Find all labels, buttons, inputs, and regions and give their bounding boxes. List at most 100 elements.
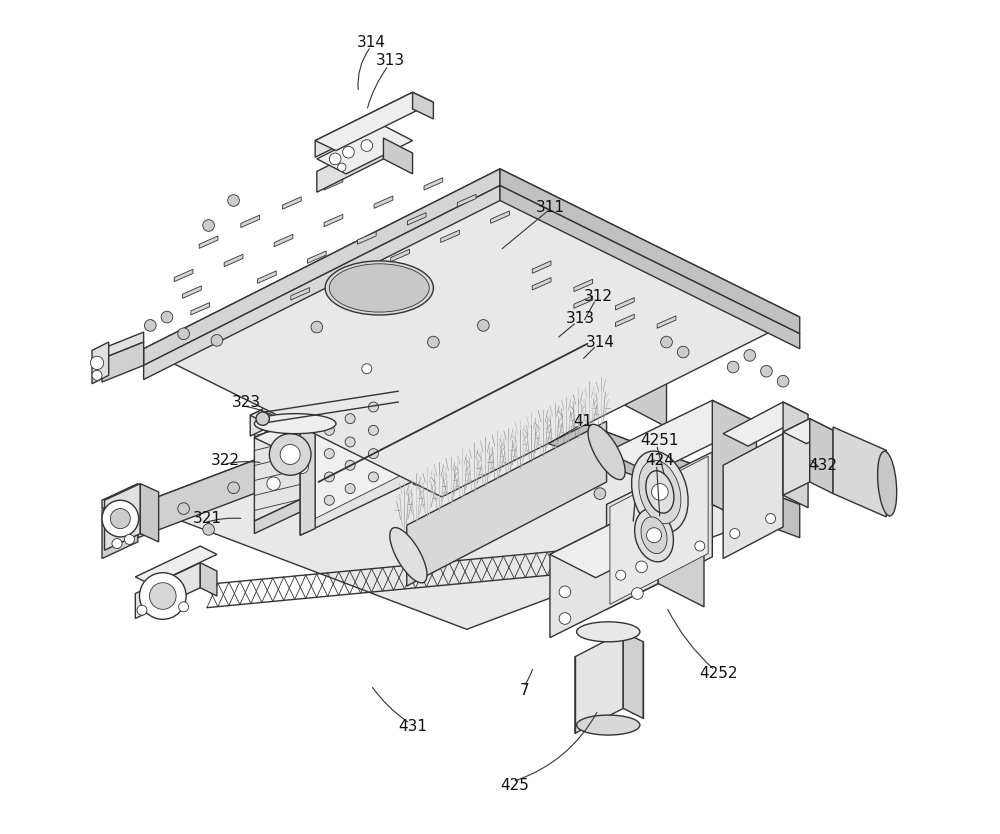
Polygon shape bbox=[723, 402, 808, 446]
Polygon shape bbox=[391, 249, 409, 262]
Circle shape bbox=[345, 484, 355, 494]
Polygon shape bbox=[92, 342, 109, 384]
Polygon shape bbox=[574, 296, 593, 309]
Circle shape bbox=[761, 365, 772, 377]
Polygon shape bbox=[291, 288, 310, 300]
Polygon shape bbox=[723, 434, 783, 559]
Circle shape bbox=[368, 402, 378, 412]
Polygon shape bbox=[500, 185, 800, 349]
Circle shape bbox=[494, 445, 506, 456]
Polygon shape bbox=[138, 379, 467, 538]
Ellipse shape bbox=[646, 470, 674, 513]
Polygon shape bbox=[317, 126, 413, 173]
Circle shape bbox=[102, 500, 139, 537]
Polygon shape bbox=[254, 488, 325, 534]
Ellipse shape bbox=[641, 517, 667, 554]
Circle shape bbox=[324, 449, 334, 459]
Circle shape bbox=[661, 336, 672, 348]
Polygon shape bbox=[258, 271, 276, 284]
Circle shape bbox=[368, 472, 378, 482]
Circle shape bbox=[766, 514, 776, 524]
Polygon shape bbox=[833, 427, 886, 517]
Text: 313: 313 bbox=[376, 53, 405, 68]
Polygon shape bbox=[315, 93, 413, 158]
Circle shape bbox=[478, 457, 489, 469]
Polygon shape bbox=[783, 402, 808, 508]
Polygon shape bbox=[407, 213, 426, 225]
Polygon shape bbox=[600, 267, 667, 427]
Text: 424: 424 bbox=[645, 453, 674, 468]
Text: 432: 432 bbox=[809, 458, 838, 473]
Circle shape bbox=[324, 472, 334, 482]
Circle shape bbox=[559, 613, 571, 625]
Circle shape bbox=[139, 573, 186, 620]
Polygon shape bbox=[783, 419, 833, 444]
Polygon shape bbox=[250, 363, 408, 440]
Polygon shape bbox=[441, 230, 459, 243]
Polygon shape bbox=[102, 332, 144, 359]
Circle shape bbox=[228, 482, 239, 494]
Polygon shape bbox=[200, 563, 217, 596]
Circle shape bbox=[677, 346, 689, 358]
Circle shape bbox=[478, 319, 489, 331]
Circle shape bbox=[652, 484, 668, 500]
Text: 7: 7 bbox=[520, 682, 530, 697]
Circle shape bbox=[178, 503, 189, 515]
Text: 425: 425 bbox=[501, 777, 529, 792]
Circle shape bbox=[161, 311, 173, 323]
Text: 41: 41 bbox=[574, 414, 593, 429]
Text: 314: 314 bbox=[585, 334, 614, 349]
Polygon shape bbox=[374, 196, 393, 208]
Ellipse shape bbox=[262, 402, 328, 419]
Circle shape bbox=[311, 486, 323, 498]
Circle shape bbox=[727, 528, 739, 540]
Polygon shape bbox=[383, 138, 413, 173]
Polygon shape bbox=[224, 254, 243, 267]
Polygon shape bbox=[574, 279, 593, 292]
Polygon shape bbox=[532, 261, 551, 274]
Circle shape bbox=[744, 349, 756, 361]
Polygon shape bbox=[424, 178, 443, 190]
Polygon shape bbox=[810, 419, 833, 494]
Polygon shape bbox=[407, 421, 607, 586]
Text: 314: 314 bbox=[356, 35, 385, 50]
Circle shape bbox=[149, 583, 176, 610]
Polygon shape bbox=[144, 168, 800, 497]
Circle shape bbox=[345, 414, 355, 424]
Polygon shape bbox=[712, 400, 756, 527]
Polygon shape bbox=[357, 232, 376, 244]
Polygon shape bbox=[300, 267, 667, 445]
Ellipse shape bbox=[577, 715, 640, 735]
Circle shape bbox=[269, 434, 311, 475]
Polygon shape bbox=[265, 379, 343, 432]
Polygon shape bbox=[623, 632, 643, 718]
Circle shape bbox=[777, 375, 789, 387]
Ellipse shape bbox=[325, 261, 433, 315]
Circle shape bbox=[203, 219, 214, 231]
Circle shape bbox=[124, 535, 134, 545]
Text: 4251: 4251 bbox=[641, 433, 679, 448]
Ellipse shape bbox=[632, 451, 688, 533]
Circle shape bbox=[411, 474, 423, 485]
Circle shape bbox=[256, 412, 269, 425]
Circle shape bbox=[536, 470, 547, 481]
Polygon shape bbox=[457, 194, 476, 207]
Circle shape bbox=[362, 364, 372, 374]
Circle shape bbox=[428, 336, 439, 348]
Circle shape bbox=[261, 505, 273, 516]
Circle shape bbox=[267, 477, 280, 490]
Circle shape bbox=[311, 321, 323, 333]
Polygon shape bbox=[607, 452, 712, 610]
Polygon shape bbox=[183, 286, 201, 299]
Circle shape bbox=[329, 153, 341, 165]
Polygon shape bbox=[199, 236, 218, 249]
Polygon shape bbox=[358, 363, 408, 409]
Polygon shape bbox=[191, 303, 210, 315]
Circle shape bbox=[661, 507, 672, 519]
Polygon shape bbox=[274, 234, 293, 247]
Polygon shape bbox=[144, 168, 500, 365]
Polygon shape bbox=[324, 178, 343, 190]
Ellipse shape bbox=[329, 264, 429, 312]
Circle shape bbox=[677, 520, 689, 531]
Polygon shape bbox=[300, 404, 315, 535]
